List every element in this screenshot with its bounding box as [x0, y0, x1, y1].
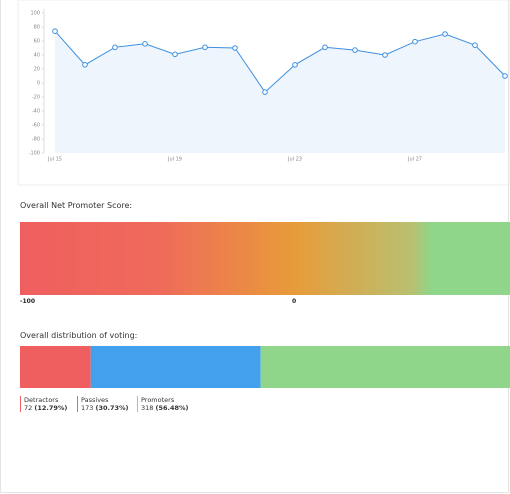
point: [112, 44, 118, 51]
point: [142, 41, 148, 47]
line-chart: -100 -80 -60 -40 -20 0 20 40 60 80 100 Jul 15 Jul 19…: [17, 0, 510, 186]
point: [82, 62, 88, 68]
distribution-title: Overall distribution of voting:: [20, 331, 138, 340]
point: [352, 47, 358, 53]
x-tick-label: Jul 19: [167, 157, 182, 163]
point: [292, 62, 298, 68]
distribution-segment: [90, 346, 261, 388]
x-tick-label: Jul 23: [287, 157, 302, 163]
legend-item: Detractors 72 (12.79%): [20, 396, 67, 412]
legend-values: 173 (30.73%): [81, 404, 129, 412]
y-tick-label: 100: [30, 11, 40, 17]
point: [382, 52, 388, 58]
legend-count: 173: [81, 404, 94, 412]
nps-title: Overall Net Promoter Score:: [20, 201, 133, 210]
point: [202, 44, 208, 51]
y-tick-label: 80: [34, 25, 40, 31]
legend-share: (12.79%): [34, 404, 68, 412]
y-tick-label: -20: [32, 95, 40, 101]
y-tick-label: 40: [34, 53, 40, 59]
y-tick-label: -60: [32, 123, 40, 129]
legend-name: Detractors: [24, 396, 59, 404]
legend-count: 318: [141, 404, 154, 412]
y-tick-label: -100: [29, 151, 40, 157]
legend-item: Promoters 318 (56.48%): [137, 396, 189, 412]
distribution-segment: [260, 346, 510, 388]
y-tick-label: -40: [32, 109, 40, 115]
nps-gauge: [20, 222, 510, 295]
point: [262, 89, 268, 95]
y-tick-label: 20: [34, 67, 40, 73]
y-tick-label: -80: [32, 137, 40, 143]
x-tick-label: Jul 15: [47, 157, 62, 163]
point: [52, 28, 58, 35]
legend-name: Promoters: [141, 396, 175, 404]
legend-values: 72 (12.79%): [24, 404, 67, 412]
point: [412, 38, 418, 45]
point: [322, 44, 328, 51]
legend-share: (56.48%): [155, 404, 189, 412]
legend-name: Passives: [81, 396, 109, 404]
distribution-segment: [20, 346, 91, 388]
x-tick-label: Jul 27: [407, 157, 422, 163]
legend-values: 318 (56.48%): [141, 404, 189, 412]
legend-count: 72: [24, 404, 33, 412]
area: [55, 31, 505, 154]
y-tick-label: 60: [34, 39, 40, 45]
distribution-bar: [20, 346, 510, 388]
y-tick-label: 0: [37, 81, 40, 87]
nps-mid-label: 0: [292, 298, 297, 305]
point: [172, 51, 178, 58]
legend-share: (30.73%): [95, 404, 129, 412]
legend-item: Passives 173 (30.73%): [77, 396, 129, 412]
chart-frame: [17, 0, 510, 186]
line: [54, 30, 506, 93]
point: [232, 45, 238, 51]
point: [472, 42, 478, 49]
nps-min-label: -100: [20, 298, 36, 305]
point: [442, 31, 448, 37]
point: [502, 73, 508, 79]
